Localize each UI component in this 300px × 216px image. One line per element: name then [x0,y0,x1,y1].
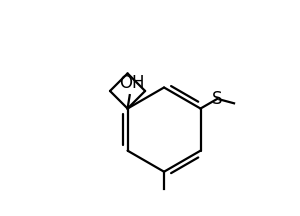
Text: S: S [212,90,223,108]
Text: OH: OH [119,74,145,92]
